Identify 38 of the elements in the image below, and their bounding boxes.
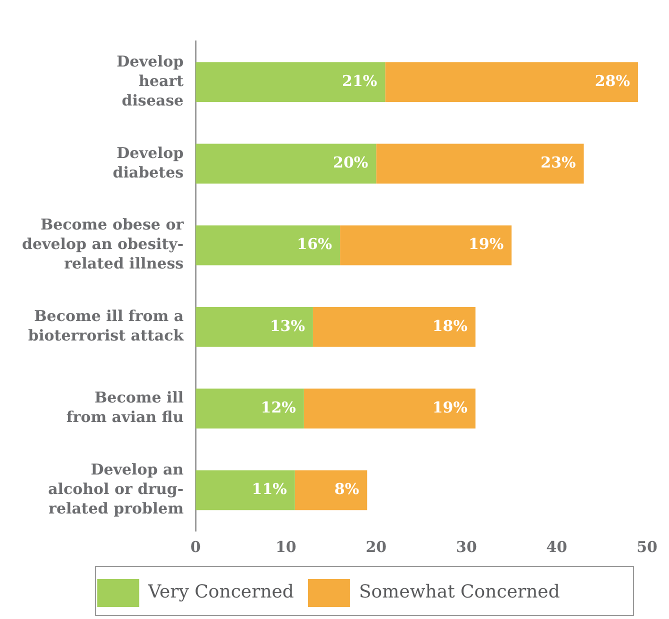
legend-label: Somewhat Concerned xyxy=(358,582,560,603)
y-tick-label: Become obese or develop an obesity- related illness xyxy=(22,216,185,273)
data-label: 20% xyxy=(333,154,368,172)
data-label: 23% xyxy=(540,154,576,172)
bar xyxy=(312,307,476,347)
bar xyxy=(196,225,340,266)
bar xyxy=(340,225,512,266)
data-label: 18% xyxy=(432,316,468,335)
bar xyxy=(196,307,313,347)
bar xyxy=(294,470,368,510)
data-label: 19% xyxy=(468,235,504,254)
legend-label: Very Concerned xyxy=(147,582,294,603)
x-tick-label: 30 xyxy=(456,538,477,556)
x-tick-label: 50 xyxy=(636,538,658,556)
bar xyxy=(304,388,476,428)
y-tick-label: Become ill from avian flu xyxy=(66,388,184,426)
bar xyxy=(196,388,304,428)
bar xyxy=(196,144,376,184)
data-label: 19% xyxy=(432,398,468,416)
bar xyxy=(385,62,638,102)
bar xyxy=(376,144,584,184)
data-label: 28% xyxy=(594,72,630,90)
data-label: 21% xyxy=(342,72,378,90)
y-tick-label: Become ill from a bioterrorist attack xyxy=(28,307,184,345)
data-label: 13% xyxy=(270,316,305,335)
data-label: 8% xyxy=(334,480,360,498)
y-tick-label: Develop heart disease xyxy=(116,52,184,110)
data-label: 11% xyxy=(252,480,287,498)
data-label: 12% xyxy=(260,398,296,416)
x-tick-label: 0 xyxy=(190,538,201,556)
x-tick-label: 10 xyxy=(275,538,296,556)
bar xyxy=(196,470,295,510)
x-tick-label: 20 xyxy=(366,538,387,556)
x-tick-label: 40 xyxy=(546,538,568,556)
y-tick-label: Develop diabetes xyxy=(112,144,184,182)
data-label: 16% xyxy=(296,235,332,254)
y-tick-label: Develop an alcohol or drug- related problem xyxy=(48,460,184,518)
bar xyxy=(196,62,386,102)
